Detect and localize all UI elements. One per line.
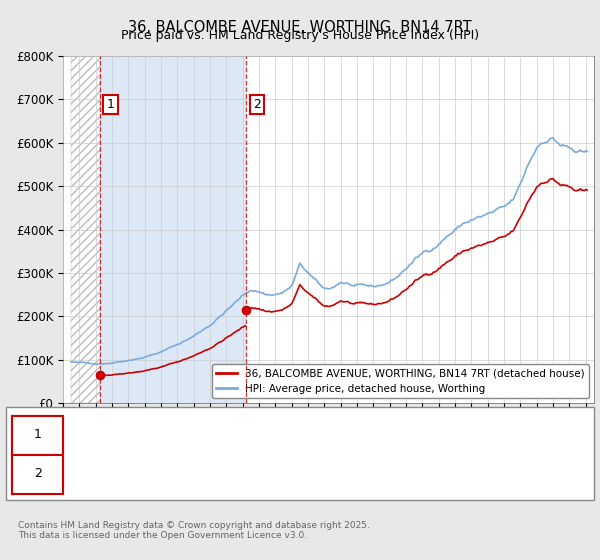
Text: Price paid vs. HM Land Registry's House Price Index (HPI): Price paid vs. HM Land Registry's House … [121,29,479,42]
Text: 1: 1 [34,427,42,441]
Text: £215,000: £215,000 [252,466,311,480]
Text: 2: 2 [253,98,260,111]
Text: 2: 2 [32,466,40,480]
Text: Contains HM Land Registry data © Crown copyright and database right 2025.
This d: Contains HM Land Registry data © Crown c… [18,521,370,540]
Text: 10-APR-1995: 10-APR-1995 [81,427,161,441]
Text: £64,000: £64,000 [252,427,304,441]
Legend: 36, BALCOMBE AVENUE, WORTHING, BN14 7RT (detached house), HPI: Average price, de: 36, BALCOMBE AVENUE, WORTHING, BN14 7RT … [212,365,589,398]
Text: 1: 1 [107,98,115,111]
Text: 21% ↓ HPI: 21% ↓ HPI [372,466,439,480]
Text: 1: 1 [32,427,40,441]
Text: 2: 2 [32,466,40,480]
Bar [100,56,246,403]
Text: 2: 2 [34,466,42,480]
Text: 1: 1 [32,427,40,441]
Text: 30% ↓ HPI: 30% ↓ HPI [372,427,439,441]
Text: 17-MAR-2004: 17-MAR-2004 [81,466,165,480]
Text: 36, BALCOMBE AVENUE, WORTHING, BN14 7RT: 36, BALCOMBE AVENUE, WORTHING, BN14 7RT [128,20,472,35]
